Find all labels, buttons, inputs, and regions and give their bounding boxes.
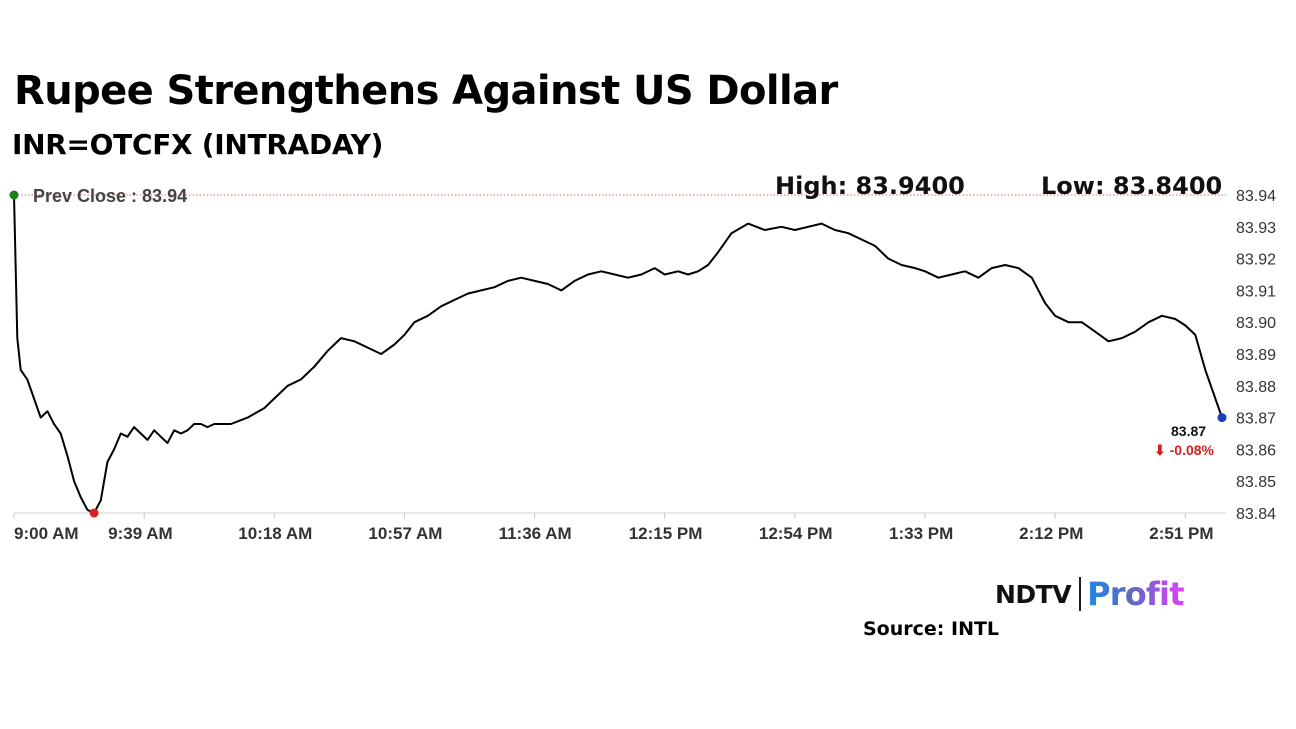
last-value-label: 83.87 [1171,423,1206,439]
source-note: Source: INTL [863,618,1000,640]
x-axis-ticks: 9:00 AM 9:39 AM 10:18 AM 10:57 AM 11:36 AM 12… [13,513,1214,543]
x-tick-label: 2:51 PM [1149,524,1213,543]
x-tick-label: 1:33 PM [889,524,953,543]
change-label: ⬇ -0.08% [1154,442,1215,458]
x-tick-label: 9:39 AM [108,524,173,543]
y-tick-label: 83.89 [1236,347,1276,364]
y-axis-ticks: 83.94 83.93 83.92 83.91 83.90 83.89 83.88 83.87… [1236,188,1276,523]
last-point-marker [1217,413,1227,423]
y-tick-label: 83.85 [1236,474,1276,491]
x-tick-label: 10:57 AM [368,524,442,543]
x-tick-label: 2:12 PM [1019,524,1083,543]
y-tick-label: 83.88 [1236,379,1276,396]
series-layer [13,194,1223,514]
series-line [13,194,1223,514]
y-tick-label: 83.92 [1236,252,1276,269]
x-tick-label: 9:00 AM [14,524,79,543]
logo-profit-text: Profit [1087,575,1184,613]
chart-subtitle: INR=OTCFX (INTRADAY) [12,128,384,161]
start-point-marker [9,190,19,200]
y-tick-label: 83.84 [1236,506,1276,523]
y-tick-label: 83.94 [1236,188,1276,205]
low-label: Low: 83.8400 [1041,172,1222,200]
x-tick-label: 12:15 PM [629,524,703,543]
x-tick-label: 12:54 PM [759,524,833,543]
logo-ndtv-text: NDTV [995,579,1072,609]
y-tick-label: 83.91 [1236,283,1276,300]
high-label: High: 83.9400 [775,172,965,200]
prev-close-label: Prev Close : 83.94 [33,186,187,206]
y-tick-label: 83.90 [1236,315,1276,332]
y-tick-label: 83.86 [1236,442,1276,459]
x-tick-label: 11:36 AM [499,524,572,543]
logo-divider [1079,577,1082,611]
low-point-marker [89,508,99,518]
marker-layer [9,190,1227,518]
ndtv-profit-logo: NDTV Profit [995,574,1184,614]
x-tick-label: 10:18 AM [238,524,312,543]
chart-title: Rupee Strengthens Against US Dollar [14,68,838,114]
y-tick-label: 83.87 [1236,411,1276,428]
y-tick-label: 83.93 [1236,220,1276,237]
